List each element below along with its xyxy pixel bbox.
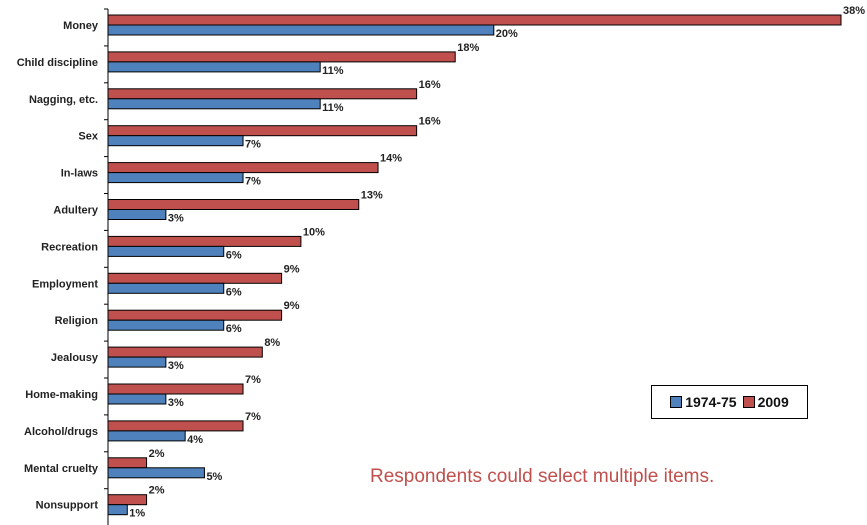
category-label-money: Money [63,20,99,32]
bar-2009-mental-cruelty [107,457,148,469]
data-label-2009-employment: 9% [284,263,300,275]
category-label-employment: Employment [32,278,98,290]
bar-1974-75-employment [107,282,225,294]
bar-1974-75-nagging-etc [107,98,321,110]
bar-1974-75-mental-cruelty [107,467,205,479]
legend-label-1974-75: 1974-75 [685,394,737,410]
bar-2009-employment [107,272,283,284]
category-label-alcohol-drugs: Alcohol/drugs [24,426,98,438]
bar-1974-75-adultery [107,209,167,220]
data-label-1974-75-recreation: 6% [226,249,242,261]
data-label-1974-75-adultery: 3% [168,213,184,225]
category-label-recreation: Recreation [41,241,98,253]
category-label-home-making: Home-making [25,389,98,401]
data-label-1974-75-religion: 6% [226,323,242,335]
data-label-1974-75-employment: 6% [226,286,242,298]
bar-2009-religion [107,309,283,321]
data-label-1974-75-alcohol-drugs: 4% [187,434,203,446]
data-label-1974-75-mental-cruelty: 5% [206,471,222,483]
bar-2009-child-discipline [107,51,456,63]
bar-2009-home-making [107,383,244,395]
category-label-adultery: Adultery [53,205,99,217]
bar-1974-75-money [107,24,495,36]
data-label-1974-75-home-making: 3% [168,397,184,409]
legend-item-2009: 2009 [742,394,789,410]
bar-2009-nagging-etc [107,88,418,100]
data-label-1974-75-nagging-etc: 11% [322,102,344,114]
legend-swatch-1974-75 [670,396,683,408]
bar-2009-jealousy [107,346,263,358]
category-label-child-discipline: Child discipline [17,57,98,69]
data-label-2009-alcohol-drugs: 7% [245,411,261,423]
data-label-1974-75-child-discipline: 11% [322,65,344,77]
bar-1974-75-nonsupport [107,504,128,516]
category-label-sex: Sex [78,131,98,143]
data-label-2009-money: 38% [843,5,865,17]
bar-2009-in-laws [107,162,379,174]
bar-2009-recreation [107,235,302,247]
data-label-2009-nonsupport: 2% [149,485,165,497]
category-label-nonsupport: Nonsupport [36,500,99,512]
data-label-1974-75-nonsupport: 1% [129,508,145,520]
bar-1974-75-alcohol-drugs [107,430,186,442]
legend-item-1974-75: 1974-75 [670,394,737,410]
data-label-2009-child-discipline: 18% [457,42,479,54]
bar-1974-75-jealousy [107,356,167,368]
data-label-1974-75-money: 20% [496,28,518,40]
data-label-2009-recreation: 10% [303,226,325,238]
chart-legend: 1974-75 2009 [651,385,808,419]
bar-2009-adultery [107,199,360,210]
data-label-1974-75-sex: 7% [245,139,261,151]
chart-footnote: Respondents could select multiple items. [370,466,715,487]
data-label-2009-adultery: 13% [361,190,383,202]
data-label-2009-sex: 16% [419,116,441,128]
bar-1974-75-religion [107,319,225,331]
bar-1974-75-child-discipline [107,61,321,73]
legend-label-2009: 2009 [757,394,789,410]
data-label-1974-75-jealousy: 3% [168,360,184,372]
bar-1974-75-in-laws [107,172,244,184]
bar-1974-75-sex [107,135,244,147]
bar-2009-money [107,14,842,26]
data-label-2009-home-making: 7% [245,374,261,386]
category-label-in-laws: In-laws [61,168,98,180]
bar-1974-75-home-making [107,393,167,405]
category-label-nagging-etc: Nagging, etc. [29,94,98,106]
data-label-2009-religion: 9% [284,300,300,312]
category-label-religion: Religion [55,315,99,327]
category-label-jealousy: Jealousy [51,352,99,364]
bar-2009-alcohol-drugs [107,420,244,432]
data-label-2009-in-laws: 14% [380,153,402,165]
category-label-mental-cruelty: Mental cruelty [24,463,99,475]
legend-swatch-2009 [742,396,755,408]
data-label-2009-jealousy: 8% [264,337,280,349]
bar-2009-sex [107,125,418,137]
bar-1974-75-recreation [107,245,225,257]
data-label-2009-nagging-etc: 16% [419,79,441,91]
bar-2009-nonsupport [107,494,148,506]
data-label-1974-75-in-laws: 7% [245,176,261,188]
data-label-2009-mental-cruelty: 2% [149,448,165,460]
